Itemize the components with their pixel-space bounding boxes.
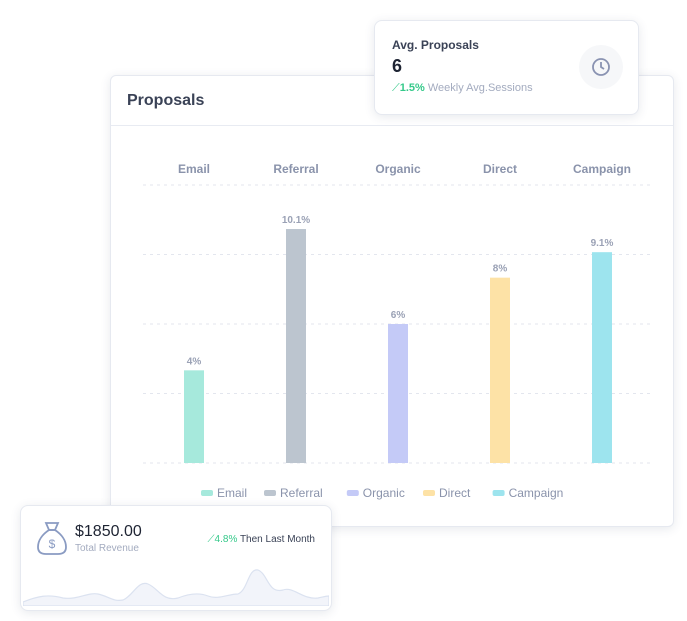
legend-label: Referral	[280, 486, 323, 500]
category-label: Email	[178, 162, 210, 176]
revenue-value: $1850.00	[75, 523, 142, 540]
revenue-label: Total Revenue	[75, 543, 139, 554]
data-label: 4%	[187, 356, 202, 367]
revenue-sparkline	[23, 569, 329, 606]
trend-up-icon: ⟋	[392, 82, 400, 94]
avg-title: Avg. Proposals	[392, 38, 479, 52]
data-label: 9.1%	[591, 238, 614, 249]
category-label: Organic	[375, 162, 421, 176]
trend-up-icon: ⟋	[207, 534, 215, 545]
category-label: Direct	[483, 162, 517, 176]
proposals-bar-chart: Email 4% Referral 10.1% Organic 6% Direct 8% Cam…	[143, 162, 653, 500]
revenue-change-row: ⟋4.8% Then Last Month	[208, 534, 315, 545]
avg-proposals-card: Avg. Proposals 6 ⟋1.5% Weekly Avg.Sessio…	[374, 20, 639, 115]
revenue-change: 4.8%	[214, 534, 238, 545]
legend-swatch	[264, 490, 276, 496]
card-title: Proposals	[127, 92, 205, 109]
money-bag-icon: $	[35, 520, 69, 561]
category-label: Referral	[273, 162, 318, 176]
legend-swatch	[423, 490, 435, 496]
revenue-change-label: Then Last Month	[239, 534, 315, 545]
legend-label: Email	[217, 486, 247, 500]
legend-label: Campaign	[509, 486, 564, 500]
legend-swatch	[346, 490, 359, 496]
data-label: 10.1%	[282, 215, 310, 226]
bar-organic	[388, 324, 408, 463]
proposals-card: Proposals Email 4% Referral 10.1% Organic 6% D…	[110, 75, 674, 527]
total-revenue-card: $ $1850.00 Total Revenue ⟋4.8% Then Last…	[20, 505, 332, 611]
legend-swatch	[492, 490, 505, 496]
bar-campaign	[592, 252, 612, 463]
legend-label: Organic	[363, 486, 405, 500]
avg-change-row: ⟋1.5% Weekly Avg.Sessions	[392, 82, 533, 95]
bar-referral	[286, 229, 306, 463]
bar-direct	[490, 277, 510, 463]
svg-text:$: $	[49, 537, 56, 551]
avg-value: 6	[392, 56, 403, 76]
avg-change: 1.5%	[399, 82, 425, 94]
category-label: Campaign	[573, 162, 631, 176]
divider	[111, 125, 673, 126]
data-label: 8%	[493, 264, 508, 275]
avg-change-label: Weekly Avg.Sessions	[427, 82, 533, 94]
data-label: 6%	[391, 310, 406, 321]
bar-email	[184, 370, 204, 463]
legend-label: Direct	[439, 486, 471, 500]
clock-icon	[579, 45, 623, 89]
legend-swatch	[201, 490, 213, 496]
